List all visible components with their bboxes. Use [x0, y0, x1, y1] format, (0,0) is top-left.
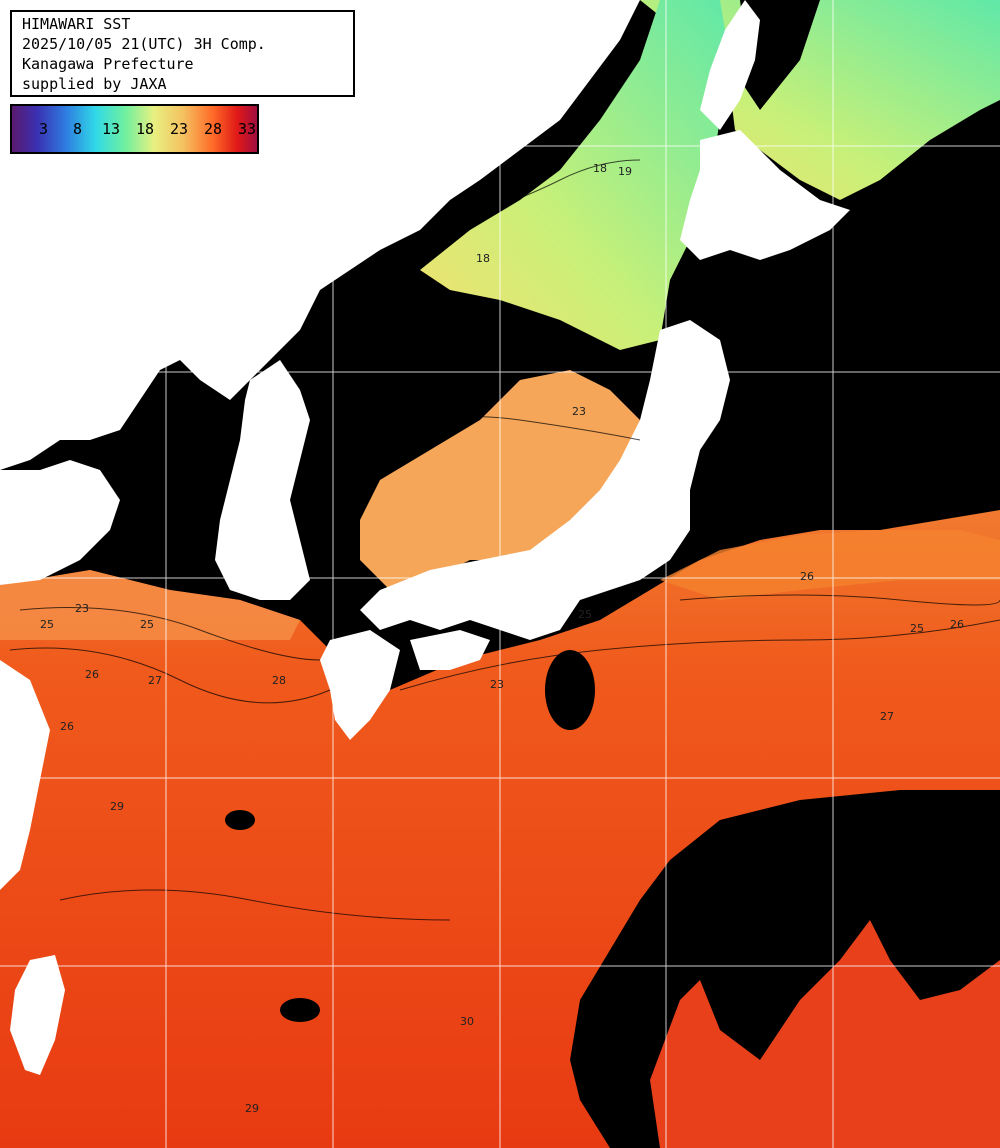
east-pacific-warm-tail	[650, 920, 1000, 1148]
land-taiwan	[10, 955, 65, 1075]
contour-label: 23	[572, 405, 586, 418]
contour-label: 26	[800, 570, 814, 583]
legend-tick: 33	[238, 120, 257, 138]
coastal-transition-band	[0, 570, 300, 640]
land-sakhalin	[700, 0, 760, 130]
contour-label: 25	[40, 618, 54, 631]
map-info-box: HIMAWARI SST 2025/10/05 21(UTC) 3H Comp.…	[10, 10, 355, 97]
north-pacific-edge-band	[660, 530, 1000, 600]
contour-label: 19	[618, 165, 632, 178]
land-honshu	[360, 320, 730, 640]
land-china-coast	[0, 460, 120, 585]
contour-label: 26	[85, 668, 99, 681]
contour-label: 18	[593, 162, 607, 175]
northern-japan-sea-cool	[420, 0, 730, 350]
product-title: HIMAWARI SST	[22, 15, 131, 33]
contour-label: 26	[950, 618, 964, 631]
land-shikoku	[410, 630, 490, 670]
legend-tick: 28	[204, 120, 223, 138]
data-source: supplied by JAXA	[22, 75, 167, 93]
contour-label: 18	[476, 252, 490, 265]
legend-tick: 23	[170, 120, 189, 138]
land-hokkaido	[680, 130, 850, 260]
contour-label: 27	[880, 710, 894, 723]
contour-label: 23	[490, 678, 504, 691]
latitude-label: 40N	[13, 352, 39, 368]
contour-label: 23	[75, 602, 89, 615]
cloud-gap	[280, 998, 320, 1022]
cloud-gap	[545, 650, 595, 730]
contour-labels: 18 19 18 23 23 25 26 25 26 27 28 29 29 3…	[40, 162, 964, 1115]
land-kyushu	[320, 630, 400, 740]
timestamp: 2025/10/05 21(UTC) 3H Comp.	[22, 35, 266, 53]
contour-label: 29	[110, 800, 124, 813]
provider: Kanagawa Prefecture	[22, 55, 194, 73]
cloud-gap	[225, 810, 255, 830]
contour-label: 25	[140, 618, 154, 631]
legend-tick: 13	[102, 120, 121, 138]
contour-label: 28	[272, 674, 286, 687]
contour-label: 26	[60, 720, 74, 733]
contour-label: 27	[148, 674, 162, 687]
contour-label: 25	[578, 608, 592, 621]
legend-tick: 8	[73, 120, 83, 138]
contour-label: 29	[245, 1102, 259, 1115]
land-china-south	[0, 660, 50, 890]
land-korea	[215, 360, 310, 600]
temperature-color-legend: 3 8 13 18 23 28 33	[10, 104, 259, 154]
contour-label: 25	[910, 622, 924, 635]
legend-tick: 3	[39, 120, 49, 138]
contour-label: 30	[460, 1015, 474, 1028]
legend-tick: 18	[136, 120, 155, 138]
